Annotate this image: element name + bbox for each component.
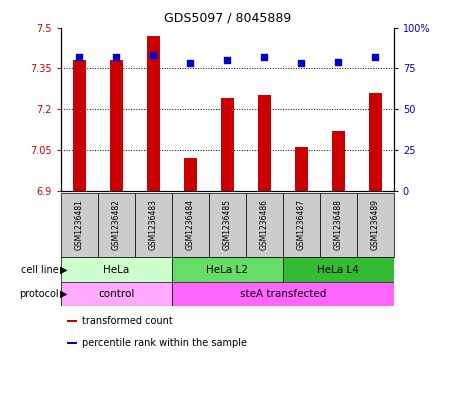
Text: steA transfected: steA transfected bbox=[239, 289, 326, 299]
FancyBboxPatch shape bbox=[283, 257, 394, 282]
Text: control: control bbox=[98, 289, 135, 299]
Text: GSM1236484: GSM1236484 bbox=[186, 200, 195, 250]
FancyBboxPatch shape bbox=[357, 193, 394, 257]
Point bbox=[372, 54, 379, 60]
Text: GSM1236483: GSM1236483 bbox=[149, 200, 158, 250]
Text: GSM1236481: GSM1236481 bbox=[75, 200, 84, 250]
Text: HeLa L4: HeLa L4 bbox=[317, 264, 359, 275]
Text: ▶: ▶ bbox=[60, 289, 68, 299]
FancyBboxPatch shape bbox=[283, 193, 320, 257]
Text: protocol: protocol bbox=[19, 289, 58, 299]
FancyBboxPatch shape bbox=[172, 282, 394, 306]
Bar bbox=[68, 320, 77, 322]
Bar bbox=[73, 60, 86, 191]
Point bbox=[187, 60, 194, 66]
FancyBboxPatch shape bbox=[209, 193, 246, 257]
Bar bbox=[110, 60, 123, 191]
Point bbox=[224, 57, 231, 63]
Text: ▶: ▶ bbox=[60, 264, 68, 275]
Text: GSM1236489: GSM1236489 bbox=[371, 200, 380, 250]
Text: percentile rank within the sample: percentile rank within the sample bbox=[82, 338, 248, 348]
FancyBboxPatch shape bbox=[135, 193, 172, 257]
Text: cell line: cell line bbox=[21, 264, 58, 275]
Text: HeLa L2: HeLa L2 bbox=[206, 264, 248, 275]
Bar bbox=[68, 342, 77, 345]
Bar bbox=[221, 98, 234, 191]
Bar bbox=[184, 158, 197, 191]
Point bbox=[297, 60, 305, 66]
FancyBboxPatch shape bbox=[61, 257, 172, 282]
Point bbox=[150, 52, 157, 59]
Text: transformed count: transformed count bbox=[82, 316, 173, 326]
Bar bbox=[147, 36, 160, 191]
Text: HeLa: HeLa bbox=[103, 264, 130, 275]
Point bbox=[112, 54, 120, 60]
Point bbox=[261, 54, 268, 60]
Text: GSM1236488: GSM1236488 bbox=[334, 200, 343, 250]
FancyBboxPatch shape bbox=[61, 282, 172, 306]
Bar bbox=[258, 95, 271, 191]
FancyBboxPatch shape bbox=[61, 193, 98, 257]
Point bbox=[76, 54, 83, 60]
Bar bbox=[369, 93, 382, 191]
Text: GSM1236486: GSM1236486 bbox=[260, 200, 269, 250]
FancyBboxPatch shape bbox=[246, 193, 283, 257]
FancyBboxPatch shape bbox=[172, 257, 283, 282]
Bar bbox=[295, 147, 308, 191]
Text: GSM1236487: GSM1236487 bbox=[297, 200, 306, 250]
Text: GSM1236485: GSM1236485 bbox=[223, 200, 232, 250]
FancyBboxPatch shape bbox=[98, 193, 135, 257]
FancyBboxPatch shape bbox=[320, 193, 357, 257]
Text: GSM1236482: GSM1236482 bbox=[112, 200, 121, 250]
Bar bbox=[332, 131, 345, 191]
Point bbox=[335, 59, 342, 65]
FancyBboxPatch shape bbox=[172, 193, 209, 257]
Title: GDS5097 / 8045889: GDS5097 / 8045889 bbox=[164, 12, 291, 25]
